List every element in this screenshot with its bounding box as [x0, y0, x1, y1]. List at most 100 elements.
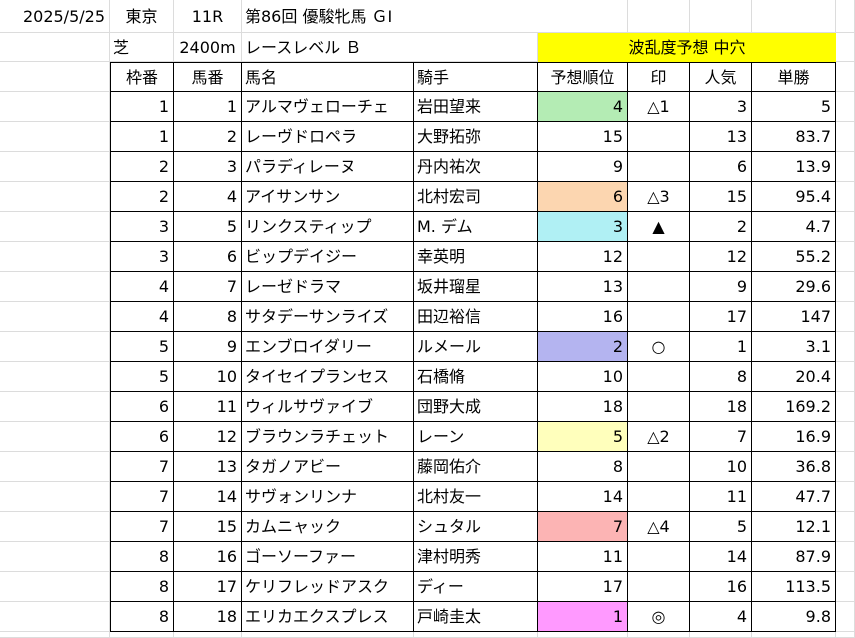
cell-jockey[interactable]: 北村友一 — [414, 482, 538, 512]
grid-cell[interactable] — [836, 212, 855, 242]
cell-win-odds[interactable]: 95.4 — [752, 182, 836, 212]
cell-uma[interactable]: 18 — [174, 602, 242, 632]
cell-jockey[interactable]: 坂井瑠星 — [414, 272, 538, 302]
cell-win-odds[interactable]: 9.8 — [752, 602, 836, 632]
grid-cell[interactable] — [836, 242, 855, 272]
cell-waku[interactable]: 1 — [110, 92, 174, 122]
cell-uma[interactable]: 4 — [174, 182, 242, 212]
grid-cell[interactable] — [690, 632, 752, 638]
cell-mark[interactable] — [628, 272, 690, 302]
cell-popularity[interactable]: 10 — [690, 452, 752, 482]
cell-uma[interactable]: 1 — [174, 92, 242, 122]
cell-jockey[interactable]: レーン — [414, 422, 538, 452]
grid-cell[interactable] — [0, 332, 110, 362]
cell-horse-name[interactable]: ブラウンラチェット — [242, 422, 414, 452]
cell-uma[interactable]: 8 — [174, 302, 242, 332]
cell-win-odds[interactable]: 113.5 — [752, 572, 836, 602]
cell-horse-name[interactable]: リンクスティップ — [242, 212, 414, 242]
cell-predicted-rank[interactable]: 14 — [538, 482, 628, 512]
grid-cell[interactable] — [0, 92, 110, 122]
grid-cell[interactable] — [836, 62, 855, 92]
cell-mark[interactable] — [628, 482, 690, 512]
cell-jockey[interactable]: 藤岡佑介 — [414, 452, 538, 482]
cell-horse-name[interactable]: タガノアビー — [242, 452, 414, 482]
cell-uma[interactable]: 15 — [174, 512, 242, 542]
cell-uma[interactable]: 3 — [174, 152, 242, 182]
grid-cell[interactable] — [628, 632, 690, 638]
cell-win-odds[interactable]: 12.1 — [752, 512, 836, 542]
cell-horse-name[interactable]: アルマヴェローチェ — [242, 92, 414, 122]
grid-cell[interactable] — [538, 0, 628, 33]
cell-win-odds[interactable]: 83.7 — [752, 122, 836, 152]
grid-cell[interactable] — [836, 512, 855, 542]
grid-cell[interactable] — [836, 182, 855, 212]
cell-horse-name[interactable]: エンブロイダリー — [242, 332, 414, 362]
cell-jockey[interactable]: M. デム — [414, 212, 538, 242]
cell-win-odds[interactable]: 20.4 — [752, 362, 836, 392]
grid-cell[interactable] — [0, 452, 110, 482]
grid-cell[interactable] — [414, 632, 538, 638]
cell-horse-name[interactable]: サタデーサンライズ — [242, 302, 414, 332]
cell-mark[interactable]: ○ — [628, 332, 690, 362]
cell-popularity[interactable]: 8 — [690, 362, 752, 392]
cell-waku[interactable]: 3 — [110, 212, 174, 242]
cell-waku[interactable]: 7 — [110, 482, 174, 512]
cell-jockey[interactable]: 丹内祐次 — [414, 152, 538, 182]
header-jockey[interactable]: 騎手 — [414, 62, 538, 92]
header-predicted-rank[interactable]: 予想順位 — [538, 62, 628, 92]
cell-waku[interactable]: 6 — [110, 392, 174, 422]
cell-predicted-rank[interactable]: 17 — [538, 572, 628, 602]
cell-horse-name[interactable]: ウィルサヴァイブ — [242, 392, 414, 422]
cell-uma[interactable]: 10 — [174, 362, 242, 392]
cell-waku[interactable]: 4 — [110, 272, 174, 302]
cell-jockey[interactable]: 田辺裕信 — [414, 302, 538, 332]
grid-cell[interactable] — [752, 0, 836, 33]
cell-popularity[interactable]: 15 — [690, 182, 752, 212]
cell-horse-name[interactable]: パラディレーヌ — [242, 152, 414, 182]
grid-cell[interactable] — [836, 122, 855, 152]
cell-mark[interactable]: ◎ — [628, 602, 690, 632]
grid-cell[interactable] — [836, 272, 855, 302]
grid-cell[interactable] — [0, 542, 110, 572]
cell-uma[interactable]: 2 — [174, 122, 242, 152]
cell-horse-name[interactable]: ケリフレッドアスク — [242, 572, 414, 602]
cell-mark[interactable]: △2 — [628, 422, 690, 452]
cell-popularity[interactable]: 16 — [690, 572, 752, 602]
race-venue[interactable]: 東京 — [110, 0, 174, 33]
cell-win-odds[interactable]: 36.8 — [752, 452, 836, 482]
grid-cell[interactable] — [0, 152, 110, 182]
cell-jockey[interactable]: シュタル — [414, 512, 538, 542]
cell-predicted-rank[interactable]: 6 — [538, 182, 628, 212]
cell-horse-name[interactable]: ゴーソーファー — [242, 542, 414, 572]
cell-popularity[interactable]: 14 — [690, 542, 752, 572]
cell-waku[interactable]: 3 — [110, 242, 174, 272]
cell-win-odds[interactable]: 47.7 — [752, 482, 836, 512]
cell-predicted-rank[interactable]: 9 — [538, 152, 628, 182]
cell-predicted-rank[interactable]: 4 — [538, 92, 628, 122]
race-distance[interactable]: 2400m — [174, 33, 242, 62]
grid-cell[interactable] — [836, 602, 855, 632]
cell-horse-name[interactable]: エリカエクスプレス — [242, 602, 414, 632]
cell-popularity[interactable]: 7 — [690, 422, 752, 452]
cell-predicted-rank[interactable]: 12 — [538, 242, 628, 272]
cell-waku[interactable]: 5 — [110, 362, 174, 392]
cell-waku[interactable]: 5 — [110, 332, 174, 362]
grid-cell[interactable] — [836, 572, 855, 602]
cell-popularity[interactable]: 2 — [690, 212, 752, 242]
grid-cell[interactable] — [836, 362, 855, 392]
cell-mark[interactable] — [628, 452, 690, 482]
cell-uma[interactable]: 6 — [174, 242, 242, 272]
race-number[interactable]: 11R — [174, 0, 242, 33]
cell-win-odds[interactable]: 4.7 — [752, 212, 836, 242]
grid-cell[interactable] — [0, 302, 110, 332]
cell-jockey[interactable]: 幸英明 — [414, 242, 538, 272]
grid-cell[interactable] — [836, 332, 855, 362]
cell-mark[interactable] — [628, 392, 690, 422]
cell-jockey[interactable]: 岩田望来 — [414, 92, 538, 122]
cell-mark[interactable] — [628, 302, 690, 332]
cell-popularity[interactable]: 6 — [690, 152, 752, 182]
grid-cell[interactable] — [836, 392, 855, 422]
cell-win-odds[interactable]: 13.9 — [752, 152, 836, 182]
grid-cell[interactable] — [174, 632, 242, 638]
grid-cell[interactable] — [752, 632, 836, 638]
